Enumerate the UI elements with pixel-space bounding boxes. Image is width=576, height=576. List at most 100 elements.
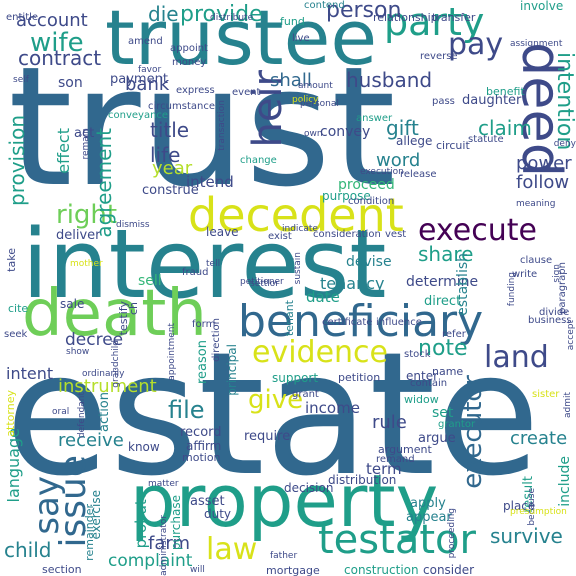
word-self: self [13, 75, 29, 85]
word-complaint: complaint [108, 551, 193, 571]
word-devise: devise [346, 254, 392, 270]
word-affirm: affirm [186, 439, 222, 453]
word-payment: payment [110, 72, 168, 87]
word-distribution: distribution [328, 473, 397, 487]
word-decision: decision [284, 481, 334, 495]
word-appointment: appointment [167, 323, 177, 381]
word-form: form [192, 319, 216, 330]
word-argument: argument [378, 443, 432, 456]
word-appoint: appoint [170, 43, 208, 54]
word-property: property [130, 459, 439, 543]
word-ordinarily: ordinarily [82, 369, 125, 379]
word-event: event [232, 87, 261, 98]
word-allege: allege [396, 134, 433, 148]
word-say: say [27, 476, 67, 535]
word-seek: seek [4, 329, 28, 340]
word-record: record [180, 425, 222, 440]
word-sustain: sustain [293, 252, 303, 285]
word-relationship: relationship [373, 11, 438, 24]
word-purpose: purpose [322, 189, 371, 203]
word-mortgage: mortgage [266, 564, 320, 576]
word-know: know [128, 440, 160, 454]
word-write: write [512, 269, 538, 280]
word-place: place [503, 499, 536, 513]
word-take: take [5, 248, 18, 272]
word-set: set [432, 405, 454, 421]
word-conveyance: conveyance [108, 110, 169, 121]
word-intention: intention [552, 52, 576, 151]
word-certificate: certificate [322, 317, 373, 328]
word-settlor: settlor [250, 279, 279, 289]
word-influence: influence [376, 317, 422, 328]
word-show: show [66, 347, 90, 357]
word-estate: estate [5, 316, 541, 514]
word-effect: effect [54, 128, 73, 174]
word-transaction: transaction [217, 100, 227, 151]
word-indicate: indicate [282, 224, 318, 234]
word-agreement: agreement [92, 128, 116, 238]
word-appear: appear [406, 510, 452, 525]
word-instrument: instrument [58, 376, 157, 397]
word-circuit: circuit [436, 139, 470, 152]
word-refer: refer [442, 329, 466, 340]
word-own: own [304, 129, 323, 139]
word-deny: deny [553, 139, 576, 149]
word-reverse: reverse [420, 51, 458, 62]
word-change: change [240, 155, 277, 166]
word-argue: argue [418, 431, 456, 446]
word-motion: motion [182, 451, 221, 464]
word-direction: direction [211, 318, 222, 362]
word-mother: mother [70, 259, 103, 269]
word-grant: grant [292, 389, 319, 400]
word-contract: contract [18, 46, 102, 70]
word-apply: apply [410, 496, 446, 511]
word-petitioner: petitioner [240, 277, 284, 287]
word-clause: clause [520, 255, 553, 266]
word-follow: follow [516, 172, 570, 193]
word-life: life [150, 143, 181, 167]
word-business: business [528, 315, 572, 326]
word-language: language [4, 428, 23, 503]
word-dismiss: dismiss [116, 220, 150, 230]
word-matter: matter [148, 479, 179, 489]
word-deed: deed [510, 42, 573, 177]
word-father: father [270, 551, 298, 561]
word-deliver: deliver [56, 228, 101, 243]
word-distribute: distribute [210, 13, 254, 23]
word-remain: remain [81, 128, 91, 160]
word-husband: husband [346, 68, 433, 92]
word-provide: provide [180, 2, 263, 27]
word-testator: testator [318, 517, 476, 563]
word-person: person [326, 0, 402, 23]
word-proceed: proceed [338, 177, 395, 193]
word-create: create [510, 428, 568, 449]
word-proceeding: proceeding [447, 508, 457, 559]
word-funding: funding [507, 272, 517, 307]
word-administrator: administrator [159, 515, 169, 576]
word-money: money [172, 57, 207, 68]
word-give: give [248, 385, 304, 415]
word-consider: consider [423, 563, 475, 576]
word-sister: sister [532, 389, 560, 400]
word-purchase: purchase [169, 495, 183, 551]
word-word: word [376, 150, 421, 171]
word-survive: survive [490, 524, 563, 548]
word-account: account [16, 10, 88, 31]
word-child: child [4, 538, 52, 562]
word-sale: sale [60, 297, 85, 311]
word-remand: remand [376, 454, 415, 465]
word-contain: contain [410, 378, 448, 389]
word-decedent: decedent [188, 188, 404, 242]
word-favor: favor [138, 65, 162, 75]
word-transfer: transfer [432, 11, 476, 24]
word-benefit: benefit [486, 85, 525, 98]
word-stock: stock [404, 349, 431, 360]
word-land: land [484, 340, 549, 375]
word-principal: principal [225, 344, 239, 396]
word-bank: bank [125, 74, 170, 95]
word-beneficiary: beneficiary [238, 296, 484, 347]
word-enter: enter [406, 369, 439, 383]
word-presumption: presumption [510, 507, 567, 517]
word-power: power [516, 153, 572, 174]
word-amend: amend [128, 36, 163, 47]
